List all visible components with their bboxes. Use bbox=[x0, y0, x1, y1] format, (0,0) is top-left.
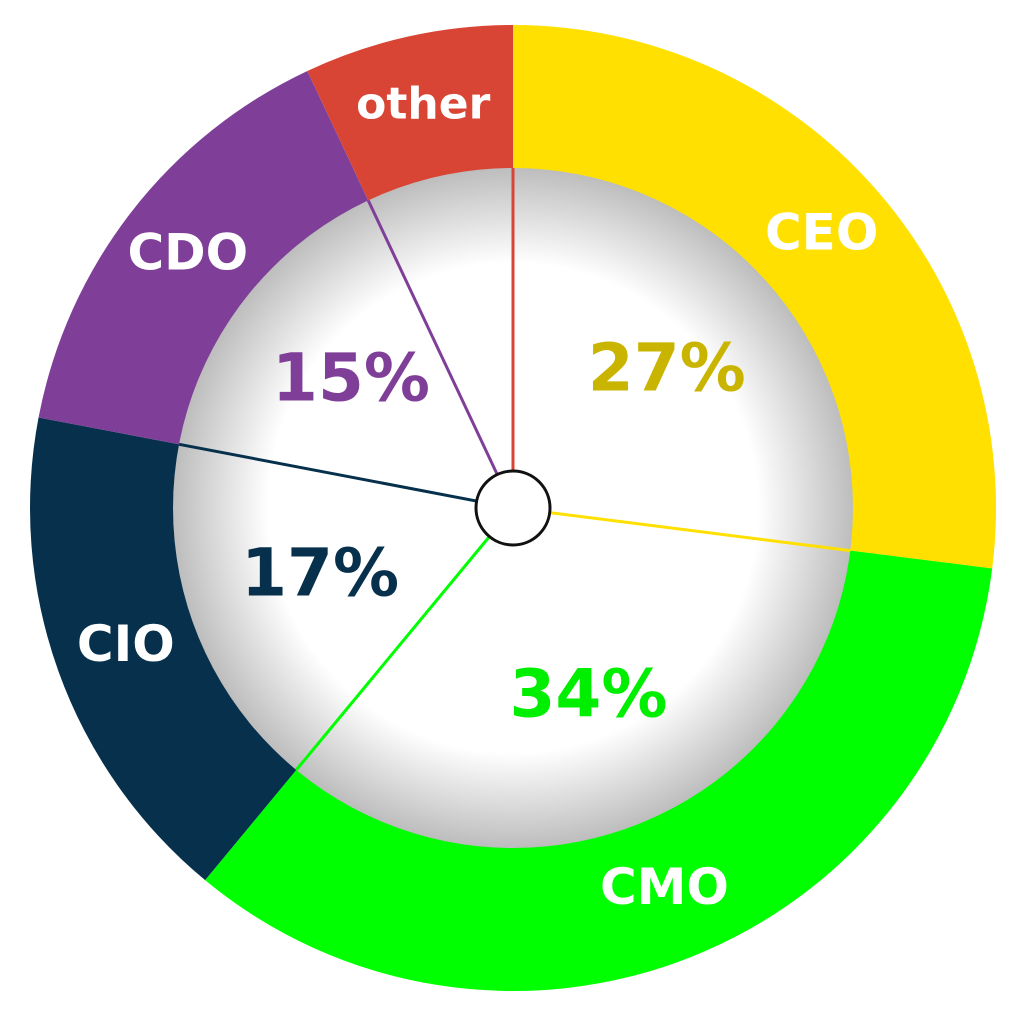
category-label: CIO bbox=[77, 615, 175, 673]
divider bbox=[512, 506, 851, 553]
divider bbox=[178, 442, 514, 510]
value-label: 34% bbox=[509, 656, 667, 733]
dividers bbox=[178, 168, 851, 771]
center-hub bbox=[474, 469, 552, 547]
category-label: CMO bbox=[600, 858, 729, 916]
divider bbox=[295, 507, 515, 771]
category-label: other bbox=[356, 78, 490, 129]
value-label: 17% bbox=[241, 535, 399, 612]
labels: CEO 27% CMO 34% CIO 17% CDO 15% other bbox=[77, 78, 878, 916]
value-label: 27% bbox=[588, 329, 746, 406]
category-label: CDO bbox=[127, 223, 248, 281]
category-label: CEO bbox=[765, 203, 878, 261]
value-label: 15% bbox=[272, 339, 430, 416]
divider bbox=[366, 199, 515, 509]
